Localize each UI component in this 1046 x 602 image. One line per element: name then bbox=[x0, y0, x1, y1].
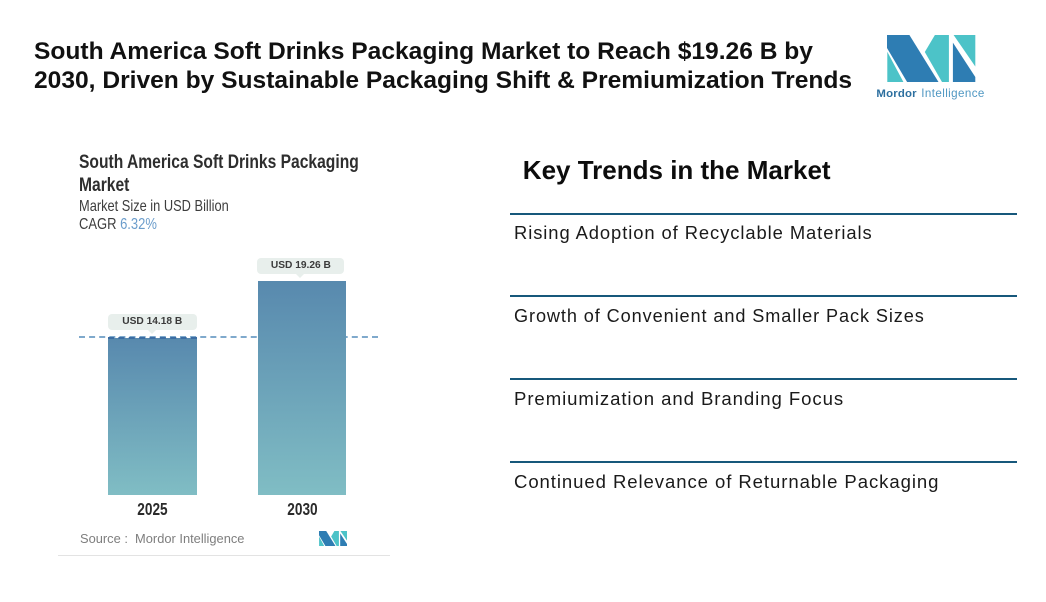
svg-text:Intelligence: Intelligence bbox=[921, 87, 984, 100]
svg-text:Mordor: Mordor bbox=[876, 88, 917, 100]
